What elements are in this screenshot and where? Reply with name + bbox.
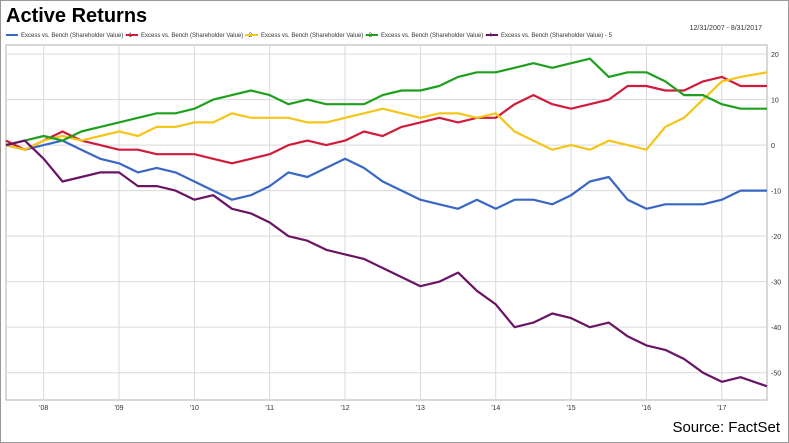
series-line-5	[5, 139, 768, 388]
legend-label-2: Excess vs. Bench (Shareholder Value) - 2	[141, 33, 253, 39]
date-range-label: 12/31/2007 - 8/31/2017	[690, 25, 763, 32]
legend-label-4: Excess vs. Bench (Shareholder Value) - 4	[381, 33, 493, 39]
chart-title: Active Returns	[6, 5, 147, 27]
x-tick-label: '11	[265, 405, 274, 412]
legend: Excess vs. Bench (Shareholder Value) - 1…	[6, 33, 613, 39]
y-tick-label: 20	[771, 52, 779, 59]
y-tick-label: -30	[771, 280, 781, 287]
plot-area	[5, 44, 768, 401]
series-line-2	[5, 75, 767, 165]
y-tick-label: -50	[771, 371, 781, 378]
y-tick-label: 0	[771, 143, 775, 150]
y-tick-label: -10	[771, 189, 781, 196]
y-tick-label: -20	[771, 234, 781, 241]
x-tick-label: '10	[190, 405, 199, 412]
x-tick-label: '17	[717, 405, 726, 412]
series-line-4	[5, 57, 767, 147]
legend-label-5: Excess vs. Bench (Shareholder Value) - 5	[501, 33, 613, 39]
x-tick-label: '08	[39, 405, 48, 412]
y-axis: 20 10 0 -10 -20 -30 -40 -50	[771, 52, 781, 378]
x-tick-label: '15	[567, 405, 576, 412]
x-tick-label: '12	[340, 405, 349, 412]
x-tick-label: '13	[416, 405, 425, 412]
legend-label-3: Excess vs. Bench (Shareholder Value) - 3	[261, 33, 373, 39]
y-tick-label: 10	[771, 98, 779, 105]
legend-label-1: Excess vs. Bench (Shareholder Value) - 1	[21, 33, 133, 39]
series-line-3	[5, 71, 768, 151]
source-label: Source: FactSet	[672, 419, 780, 436]
x-axis: '08 '09 '10 '11 '12 '13 '14 '15 '16 '17	[39, 405, 726, 412]
x-tick-label: '14	[491, 405, 500, 412]
gridlines	[6, 45, 767, 400]
y-tick-label: -40	[771, 325, 781, 332]
x-tick-label: '09	[114, 405, 123, 412]
series-lines	[5, 57, 768, 388]
x-tick-label: '16	[642, 405, 651, 412]
series-line-1	[5, 139, 767, 210]
